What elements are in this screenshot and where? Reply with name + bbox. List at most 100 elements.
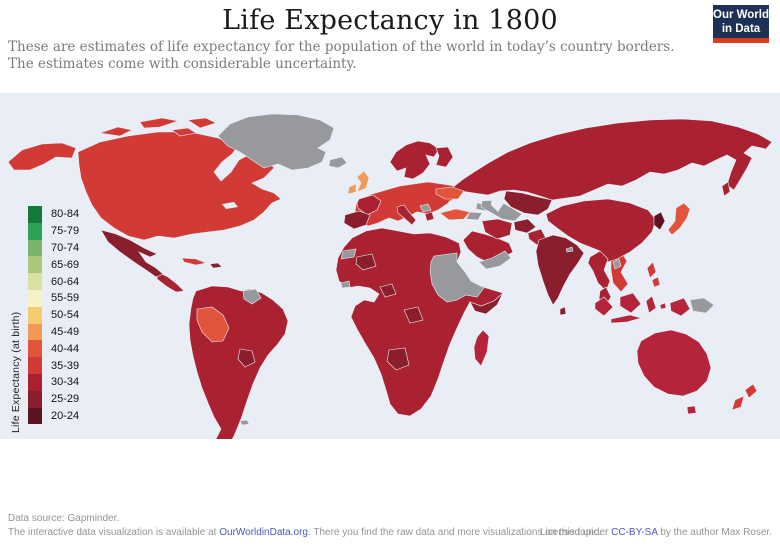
region-sudan-ethiopia[interactable] [429, 252, 485, 303]
map-legend: 80-84 75-79 70-74 65-69 60-64 55-59 50-5… [28, 206, 80, 425]
region-arctic-islands[interactable] [99, 117, 247, 137]
region-india[interactable] [535, 234, 585, 306]
legend-swatch[interactable] [28, 306, 42, 324]
logo-line-2: in Data [721, 23, 761, 36]
region-paraguay[interactable] [237, 348, 256, 368]
region-philippines[interactable] [646, 261, 661, 288]
region-guinea-bissau[interactable] [340, 280, 351, 289]
region-cuba[interactable] [181, 257, 208, 266]
region-scandinavia[interactable] [389, 140, 440, 180]
region-congo[interactable] [403, 306, 424, 324]
region-mexico[interactable] [100, 229, 164, 278]
region-new-guinea-east[interactable] [689, 297, 715, 314]
region-balkans[interactable] [419, 203, 432, 213]
region-finland[interactable] [435, 146, 454, 168]
logo-line-1: Our World [713, 9, 770, 21]
region-greece[interactable] [424, 211, 435, 222]
region-central-america[interactable] [156, 271, 185, 293]
legend-swatch[interactable] [28, 273, 42, 290]
license-link[interactable]: CC-BY-SA [611, 526, 658, 538]
license-prefix: Licensed under [539, 526, 612, 538]
legend-item[interactable]: 25-29 [28, 390, 79, 408]
legend-item[interactable]: 40-44 [28, 340, 79, 358]
region-mali[interactable] [355, 253, 377, 271]
region-china[interactable] [545, 198, 657, 264]
legend-swatch[interactable] [28, 239, 42, 257]
legend-item[interactable]: 30-34 [28, 373, 80, 391]
owid-link[interactable]: OurWorldinData.org [219, 526, 308, 538]
region-new-guinea-west[interactable] [669, 297, 691, 317]
region-iran[interactable] [481, 218, 513, 240]
legend-swatch[interactable] [28, 323, 42, 341]
region-new-zealand[interactable] [731, 383, 758, 411]
region-java[interactable] [610, 314, 643, 324]
region-turkey[interactable] [439, 208, 471, 221]
region-yemen-oman[interactable] [478, 250, 512, 270]
region-angola[interactable] [386, 347, 410, 371]
legend-item[interactable]: 75-79 [28, 222, 79, 240]
region-borneo[interactable] [619, 292, 642, 314]
legend-item[interactable]: 35-39 [28, 357, 79, 374]
legend-swatch[interactable] [28, 407, 42, 425]
region-italy[interactable] [396, 204, 417, 226]
legend-swatch[interactable] [28, 390, 42, 408]
region-falkland[interactable] [239, 419, 250, 426]
region-afghanistan[interactable] [513, 218, 537, 234]
region-somalia[interactable] [469, 292, 504, 315]
legend-item[interactable]: 50-54 [28, 306, 80, 324]
region-sulawesi[interactable] [645, 295, 667, 314]
world-map-svg [7, 113, 773, 439]
region-alaska[interactable] [7, 142, 77, 171]
legend-item[interactable]: 65-69 [28, 256, 80, 274]
region-iberia[interactable] [343, 210, 371, 230]
region-western-sahara[interactable] [340, 248, 357, 260]
legend-label: 80-84 [51, 208, 80, 221]
legend-item[interactable]: 60-64 [28, 273, 79, 290]
region-turkey-east[interactable] [465, 211, 483, 221]
legend-label: 65-69 [51, 258, 80, 271]
legend-swatch[interactable] [28, 340, 42, 358]
legend-swatch[interactable] [28, 222, 42, 240]
legend-label: 35-39 [51, 359, 80, 372]
region-russia[interactable] [451, 118, 773, 201]
great-lakes [222, 202, 238, 209]
legend-swatch[interactable] [28, 289, 42, 307]
region-korea[interactable] [653, 211, 666, 231]
region-hispaniola[interactable] [209, 262, 223, 269]
legend-item[interactable]: 55-59 [28, 289, 79, 307]
footer-license: Licensed under CC-BY-SA by the author Ma… [540, 526, 772, 540]
legend-swatch[interactable] [28, 357, 42, 374]
region-kazakhstan[interactable] [503, 190, 553, 216]
legend-label: 60-64 [51, 275, 80, 288]
region-greenland[interactable] [217, 113, 335, 171]
legend-item[interactable]: 70-74 [28, 239, 79, 257]
legend-item[interactable]: 45-49 [28, 323, 79, 341]
legend-item[interactable]: 20-24 [28, 407, 79, 425]
legend-swatch[interactable] [28, 256, 42, 274]
legend-swatch[interactable] [28, 373, 42, 391]
region-japan[interactable] [667, 202, 691, 236]
region-sakhalin[interactable] [721, 181, 731, 197]
region-iceland[interactable] [328, 156, 348, 169]
legend-label: 50-54 [51, 309, 80, 322]
owid-logo[interactable]: Our World in Data [713, 5, 769, 43]
legend-label: 30-34 [51, 376, 80, 389]
legend-swatch[interactable] [28, 206, 42, 223]
region-australia[interactable] [636, 329, 712, 397]
region-sumatra[interactable] [594, 296, 614, 317]
footer-source-block: Data source: Gapminder. The interactive … [8, 512, 601, 539]
footer-info-prefix: The interactive data visualization is av… [8, 526, 220, 538]
region-peru[interactable] [196, 306, 230, 343]
region-sri-lanka[interactable] [559, 306, 567, 316]
legend-item[interactable]: 80-84 [28, 206, 79, 223]
region-france[interactable] [356, 194, 382, 216]
region-laos[interactable] [612, 258, 622, 270]
region-ireland[interactable] [347, 183, 357, 195]
region-tasmania[interactable] [686, 405, 697, 415]
region-bhutan[interactable] [565, 246, 574, 253]
region-myanmar-thailand[interactable] [587, 250, 611, 292]
region-united-kingdom[interactable] [356, 170, 370, 193]
region-nigeria[interactable] [379, 283, 397, 298]
region-guyana[interactable] [242, 288, 262, 305]
region-madagascar[interactable] [473, 329, 490, 367]
